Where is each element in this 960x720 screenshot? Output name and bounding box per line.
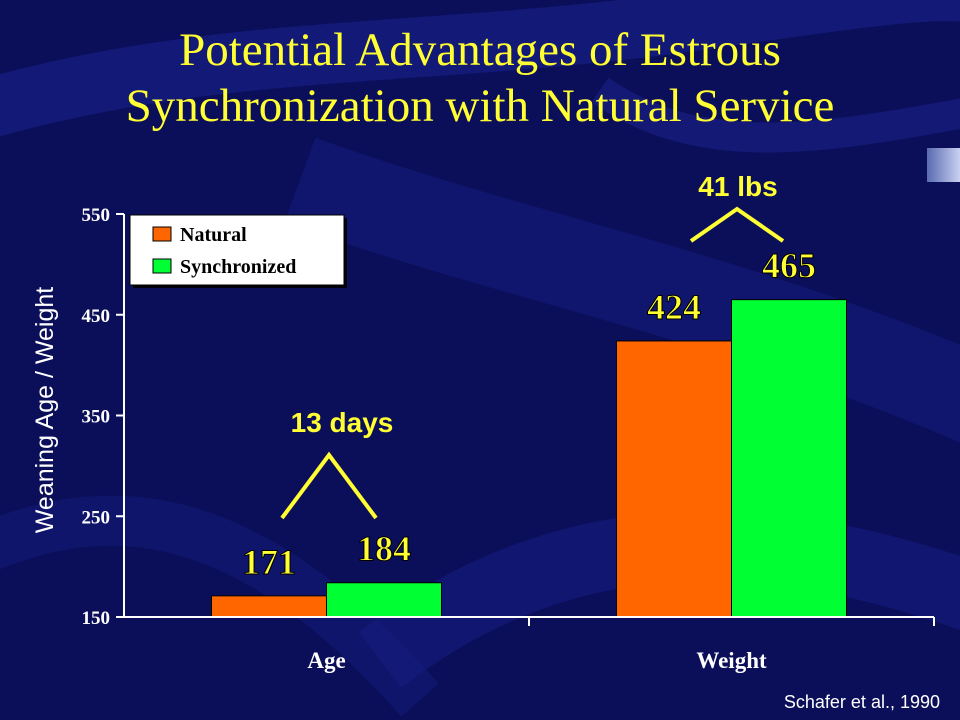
bar-synchronized-weight xyxy=(731,299,847,618)
x-tick-label-age: Age xyxy=(307,648,345,673)
legend-swatch-natural xyxy=(152,226,172,242)
y-tick-label: 550 xyxy=(82,205,111,226)
annotation-weight-text: 41 lbs xyxy=(698,171,777,202)
data-label-synchronized-weight: 465 xyxy=(762,246,816,286)
bar-natural-weight xyxy=(616,340,732,618)
bar-natural-age xyxy=(211,595,327,618)
slide-title: Potential Advantages of Estrous Synchron… xyxy=(0,22,960,134)
y-tick-label: 350 xyxy=(82,407,111,428)
annotation-age-bracket xyxy=(280,451,378,520)
annotation-weight-bracket xyxy=(689,206,785,243)
annotation-age: 13 days xyxy=(280,407,394,520)
data-label-natural-weight: 424 xyxy=(647,287,701,327)
annotation-weight: 41 lbs xyxy=(689,171,785,243)
chart-axes: Age Weight 150 250 350 450 550 xyxy=(82,205,935,673)
title-line-1: Potential Advantages of Estrous xyxy=(179,24,781,76)
data-label-synchronized-age: 184 xyxy=(357,529,411,569)
title-line-2: Synchronization with Natural Service xyxy=(125,80,835,132)
source-citation: Schafer et al., 1990 xyxy=(783,692,940,712)
x-tick-label-weight: Weight xyxy=(696,648,767,673)
legend: Natural Synchronized xyxy=(129,214,347,288)
annotation-age-text: 13 days xyxy=(291,407,394,438)
y-tick-label: 150 xyxy=(82,608,111,629)
bar-synchronized-age xyxy=(326,582,442,618)
y-tick-label: 450 xyxy=(82,306,111,327)
plot-marks: 171 184 424 465 xyxy=(211,245,847,618)
decorative-tab xyxy=(927,148,960,182)
data-label-natural-age: 171 xyxy=(242,542,296,582)
legend-label-natural: Natural xyxy=(180,224,247,246)
legend-label-synchronized: Synchronized xyxy=(180,256,296,278)
legend-swatch-synchronized xyxy=(152,258,172,274)
y-tick-label: 250 xyxy=(82,507,111,528)
